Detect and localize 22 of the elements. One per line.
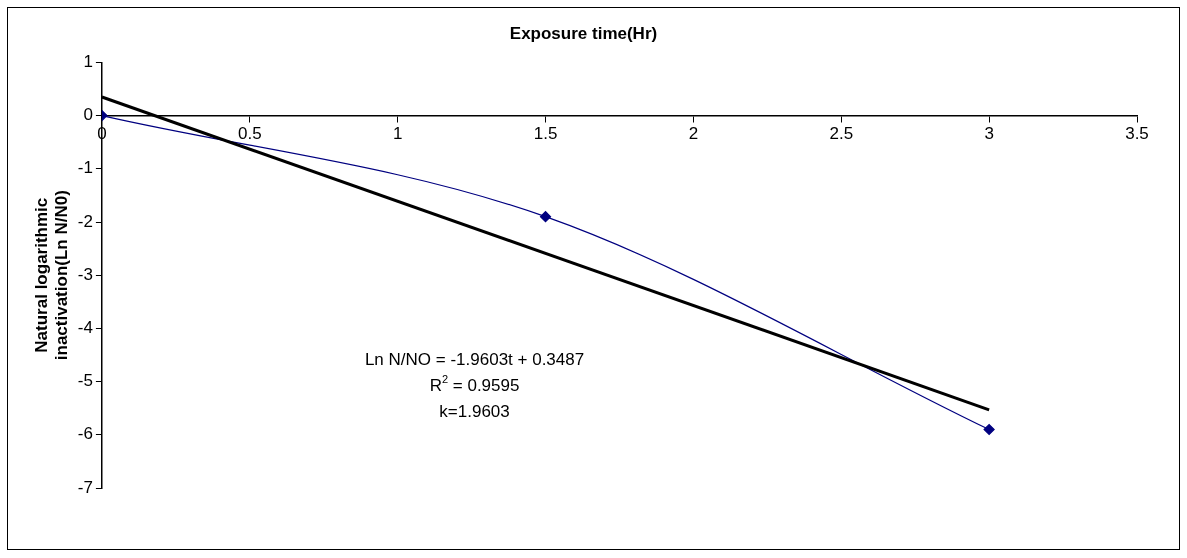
y-tick-label: -5 <box>77 371 93 391</box>
x-tick-label: 1.5 <box>533 124 558 144</box>
point <box>983 423 995 436</box>
annotation: Ln N/NO = -1.9603t + 0.3487 <box>364 350 585 370</box>
point <box>539 211 552 223</box>
y-tick-label: -6 <box>77 424 93 444</box>
x-tick-label: 3.5 <box>1125 124 1149 144</box>
y-tick-label: -3 <box>77 264 93 284</box>
x-tick-label: 3 <box>984 124 994 144</box>
x-tick-label: 2.5 <box>829 124 854 144</box>
annotation: k=1.9603 <box>439 402 510 422</box>
x-tick-label: 0.5 <box>237 124 262 144</box>
y-tick-label: 1 <box>83 52 93 72</box>
x-tick-label: 1 <box>392 124 403 144</box>
y-tick-label: -4 <box>77 318 93 338</box>
y-tick-label: -7 <box>77 477 93 497</box>
x-axis-title: Exposure time(Hr) <box>509 23 658 43</box>
y-axis-title: Natural logarithmic inactivation(Ln N/N0) <box>31 190 72 361</box>
y-tick-label: 0 <box>83 105 93 125</box>
y-tick-label: -1 <box>77 158 93 178</box>
x-tick-label: 2 <box>688 124 699 144</box>
y-tick-label: -2 <box>77 211 93 231</box>
